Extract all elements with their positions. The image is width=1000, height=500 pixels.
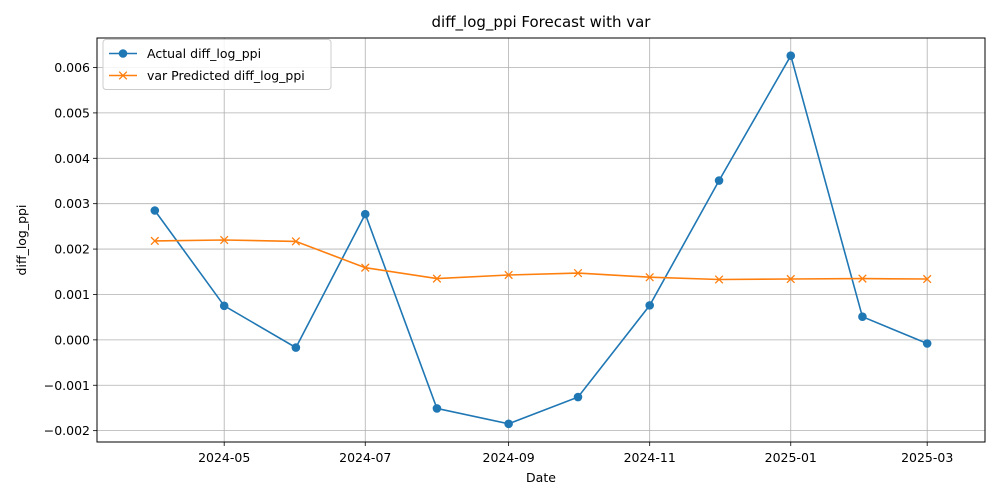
data-point (219, 301, 229, 311)
x-tick-label: 2024-09 (483, 450, 535, 465)
data-point-stroke (786, 274, 796, 284)
legend-item: var Predicted diff_log_ppi (109, 68, 305, 83)
data-point (714, 275, 724, 284)
data-point-stroke (150, 236, 160, 246)
series-line (154, 239, 928, 281)
y-tick-label: −0.001 (44, 378, 90, 393)
data-point (360, 209, 370, 219)
legend-marker (118, 71, 128, 80)
data-point (645, 272, 654, 282)
data-point (150, 206, 160, 215)
legend-box (102, 39, 332, 90)
series-line (154, 53, 928, 425)
series-layer (150, 51, 932, 429)
data-point (922, 274, 932, 284)
y-tick-label: 0.006 (54, 60, 90, 75)
legend-marker-stroke (118, 71, 128, 80)
y-tick-label: 0.005 (54, 105, 90, 120)
y-tick-label: 0.001 (54, 287, 90, 302)
data-point (858, 312, 867, 322)
plot-frame (96, 37, 986, 443)
x-axis-label: Date (526, 470, 556, 485)
data-point (786, 51, 796, 61)
data-point (504, 270, 513, 280)
data-point (360, 263, 370, 272)
data-point-stroke (645, 272, 654, 282)
y-tick-label: −0.002 (44, 423, 90, 438)
data-point (573, 268, 583, 278)
data-point (714, 176, 724, 185)
data-point (432, 404, 442, 413)
data-point (432, 274, 442, 283)
data-point (291, 343, 301, 352)
data-point (922, 339, 932, 348)
data-point (573, 392, 583, 402)
y-axis-label: diff_log_ppi (14, 205, 29, 276)
data-point-stroke (573, 268, 583, 278)
y-tick-label: 0.004 (54, 151, 90, 166)
x-tick-label: 2024-05 (198, 450, 250, 465)
y-tick-label: 0.003 (54, 196, 90, 211)
data-point-stroke (922, 274, 932, 284)
data-point-stroke (858, 274, 867, 283)
grid (97, 38, 985, 442)
data-point (504, 419, 513, 429)
data-point-stroke (360, 263, 370, 272)
data-point (291, 237, 301, 246)
x-tick-label: 2024-11 (624, 450, 676, 465)
legend-label: Actual diff_log_ppi (147, 46, 261, 61)
y-tick-label: 0.000 (54, 332, 90, 347)
data-point-stroke (504, 270, 513, 280)
ticks: 2024-05 2024-07 2024-09 2024-11 2025-01 2025-… (44, 60, 954, 465)
data-point (150, 236, 160, 246)
data-point-stroke (291, 237, 301, 246)
data-point (858, 274, 867, 283)
data-point-stroke (714, 275, 724, 284)
series-2 (150, 235, 932, 284)
x-tick-label: 2024-07 (339, 450, 391, 465)
legend-marker (118, 49, 128, 58)
legend-item: Actual diff_log_ppi (109, 46, 261, 61)
data-point (219, 235, 229, 245)
data-point-stroke (219, 235, 229, 245)
x-tick-label: 2025-01 (765, 450, 817, 465)
data-point (786, 274, 796, 284)
data-point (645, 301, 654, 310)
y-tick-label: 0.002 (54, 242, 90, 257)
legend-label: var Predicted diff_log_ppi (147, 68, 305, 83)
chart-title: diff_log_ppi Forecast with var (432, 13, 652, 32)
data-point-stroke (432, 274, 442, 283)
x-tick-label: 2025-03 (901, 450, 953, 465)
series-1 (150, 51, 932, 429)
